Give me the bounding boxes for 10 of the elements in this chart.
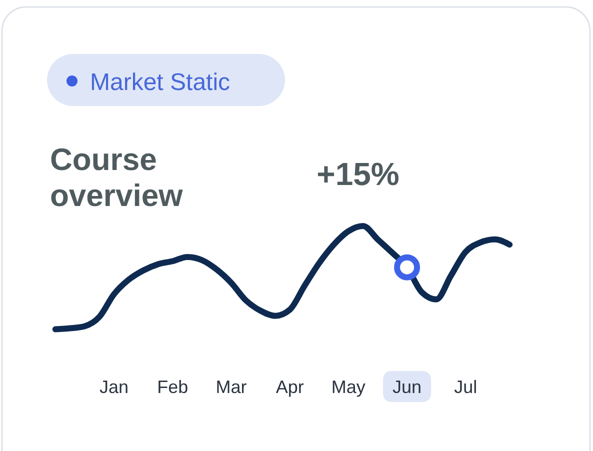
chart-title: Course overview (50, 142, 184, 213)
x-tick-label: Mar (216, 377, 247, 397)
x-tick-label: Jun (392, 377, 422, 397)
x-tick-label: May (331, 377, 366, 397)
x-tick-label: Apr (276, 377, 304, 397)
x-tick-label: Jul (454, 377, 478, 397)
x-tick-label: Jan (99, 377, 129, 397)
x-tick-label: Feb (157, 377, 188, 397)
text: +15% (316, 156, 400, 192)
chart-subtitle: Market Static (90, 69, 230, 96)
